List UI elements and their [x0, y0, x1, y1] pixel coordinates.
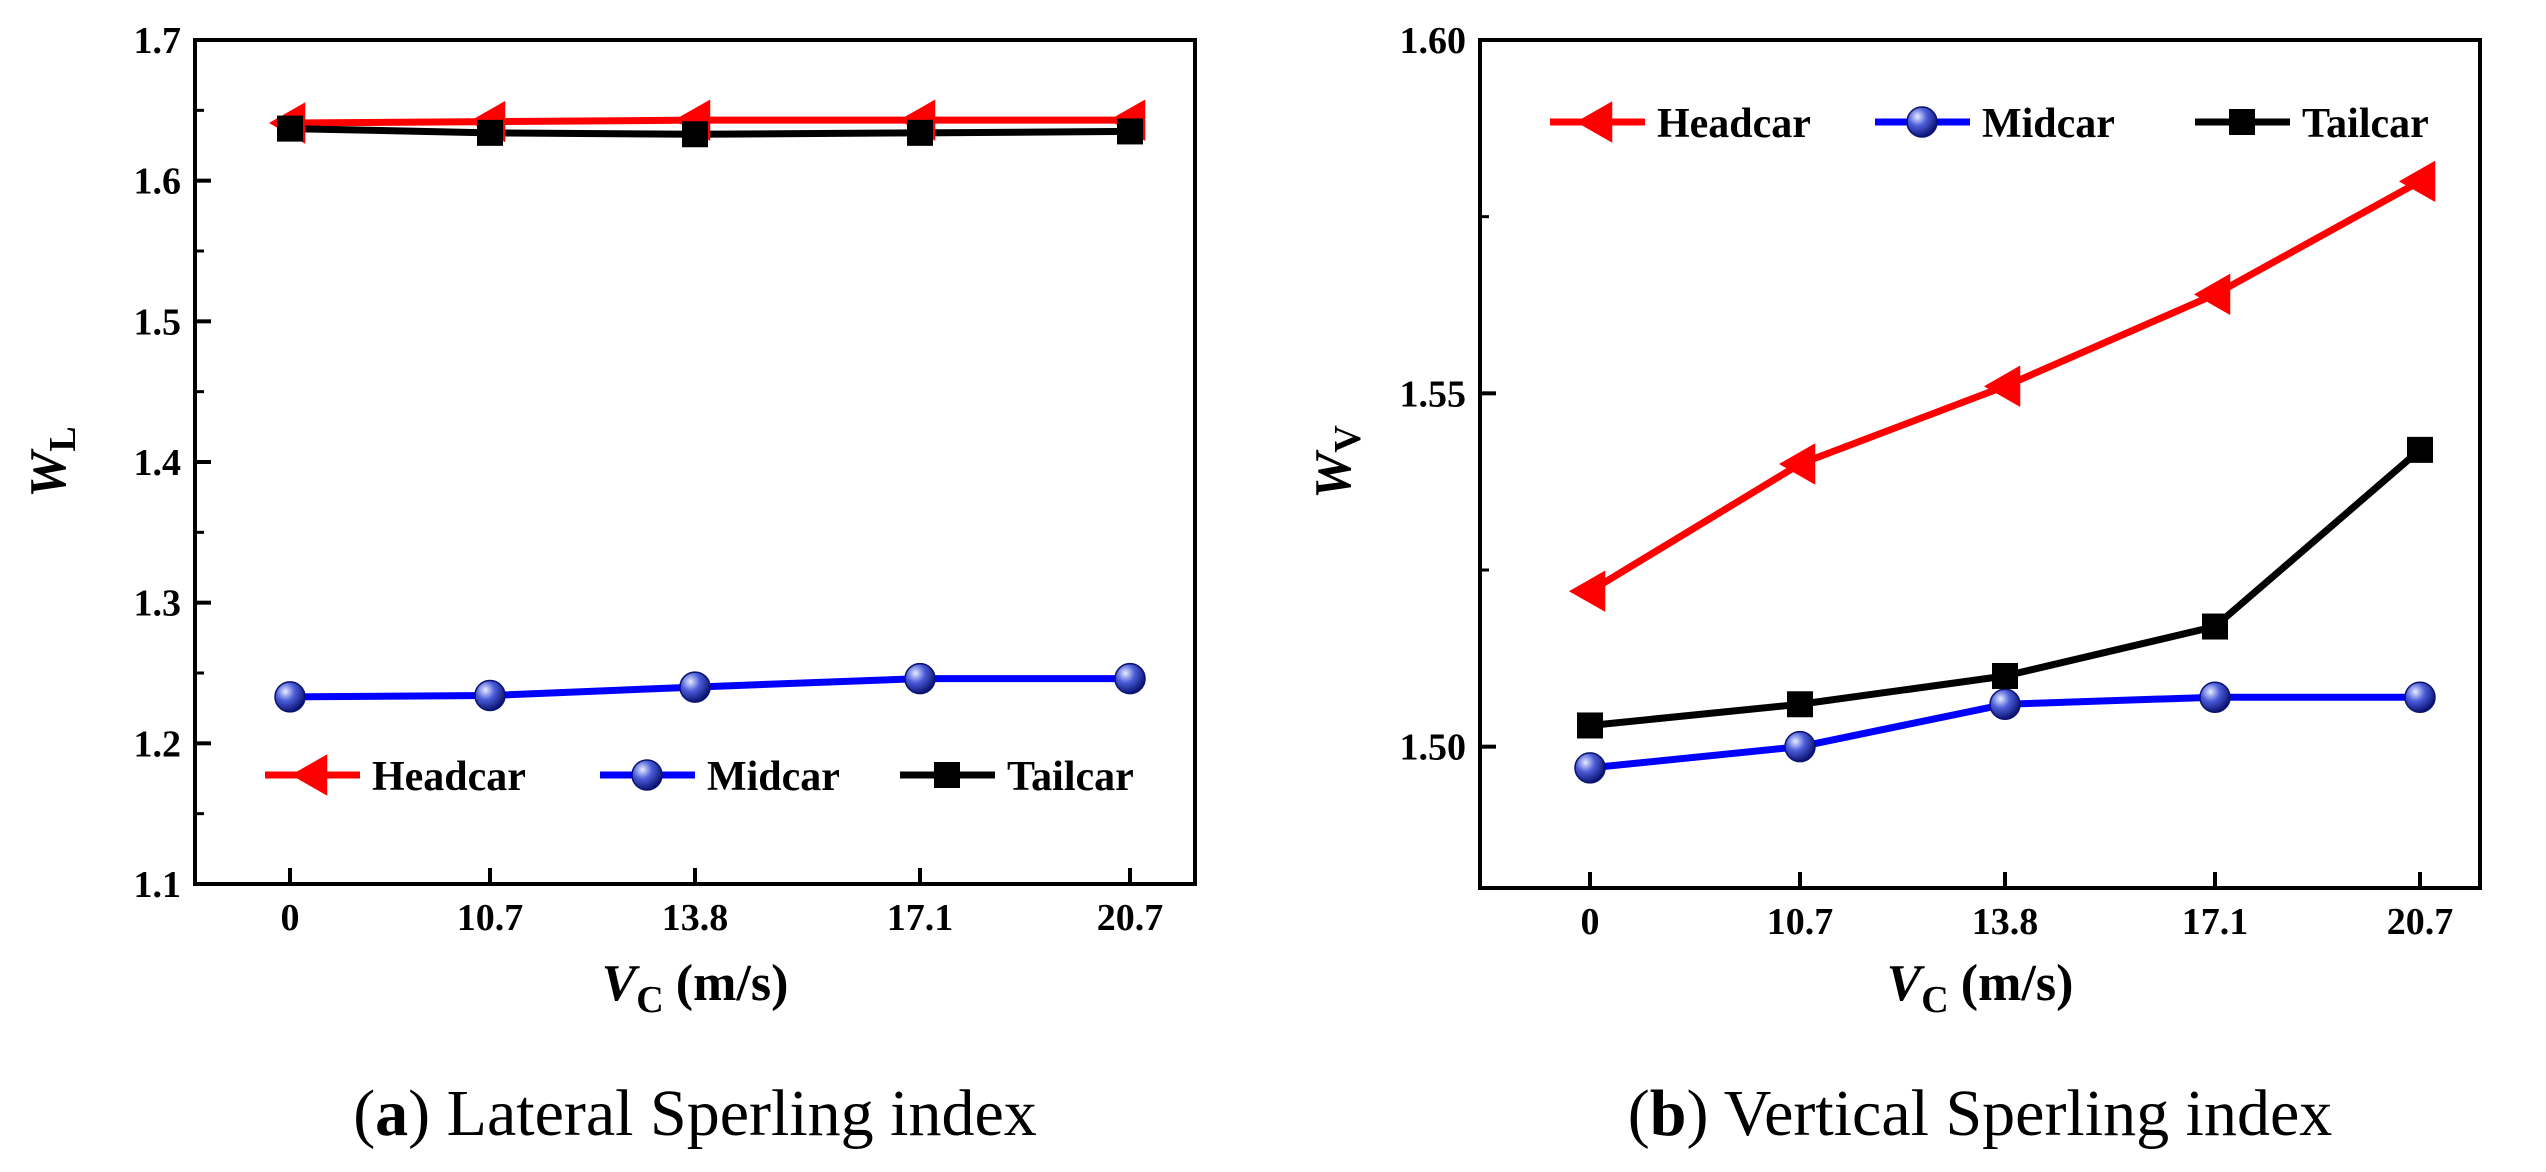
x-tick-label: 10.7 [457, 897, 524, 939]
data-point-headcar [2193, 273, 2231, 316]
data-point-tailcar [277, 115, 303, 142]
legend-marker-midcar [1906, 106, 1938, 138]
data-point-tailcar [1577, 712, 1603, 739]
x-axis-label-main: V [1887, 955, 1926, 1012]
data-point-headcar [1983, 365, 2021, 407]
y-tick-label: 1.2 [134, 723, 182, 765]
x-axis-label-sub: C [1921, 979, 1948, 1021]
data-point-headcar [1568, 570, 1606, 612]
x-axis-label-sub: C [636, 979, 663, 1021]
data-point-midcar [1784, 730, 1816, 763]
x-tick-label: 20.7 [1097, 897, 1164, 939]
legend-marker-headcar [290, 754, 328, 796]
x-tick-label: 13.8 [662, 897, 729, 939]
data-point-tailcar [2202, 613, 2228, 640]
x-axis-label: VC (m/s) [1887, 955, 2074, 1021]
data-point-midcar [2199, 681, 2231, 713]
y-axis-ticks: 1.1 1.2 1.3 1.4 1.5 1.6 1.7 [134, 20, 211, 906]
series-layer [268, 99, 1146, 713]
legend-label-midcar: Midcar [1982, 101, 2115, 147]
data-point-headcar [1778, 443, 1816, 485]
y-tick-label: 1.1 [134, 864, 182, 906]
data-point-tailcar [2407, 436, 2433, 463]
data-point-tailcar [907, 119, 933, 146]
legend-label-midcar: Midcar [707, 754, 840, 800]
x-axis-ticks: 0 10.7 13.8 17.1 20.7 [1581, 872, 2454, 943]
caption-a: (a) Lateral Sperling index [353, 1077, 1037, 1150]
y-tick-label: 1.6 [134, 161, 182, 203]
series-layer [1568, 160, 2436, 784]
y-tick-label: 1.50 [1400, 727, 1467, 769]
x-tick-label: 0 [281, 897, 300, 939]
x-axis-label-main: V [602, 955, 641, 1012]
legend: Headcar Midcar Tailcar [1550, 101, 2429, 147]
legend-marker-tailcar [2229, 109, 2255, 135]
caption-a-text: Lateral Sperling index [447, 1077, 1037, 1150]
legend-label-headcar: Headcar [372, 754, 526, 800]
y-tick-label: 1.55 [1400, 373, 1467, 415]
x-tick-label: 17.1 [887, 897, 954, 939]
y-axis-label-sub: V [1327, 425, 1369, 453]
y-axis-label-main: W [20, 448, 77, 498]
y-tick-label: 1.3 [134, 583, 182, 625]
caption-a-label: a [375, 1077, 408, 1150]
panel-b-vertical: 1.50 1.55 1.60 0 10.7 13.8 17.1 20.7 Headcar Mi… [1305, 20, 2482, 1150]
data-point-tailcar [682, 121, 708, 148]
x-tick-label: 20.7 [2387, 901, 2454, 943]
legend: Headcar Midcar Tailcar [265, 754, 1134, 800]
plot-frame [1478, 38, 2482, 890]
x-tick-label: 17.1 [2182, 901, 2249, 943]
data-point-midcar [1989, 688, 2021, 721]
caption-b-text: Vertical Sperling index [1724, 1077, 2333, 1150]
y-axis-ticks: 1.50 1.55 1.60 [1400, 20, 1496, 769]
data-point-headcar [2398, 160, 2436, 203]
data-point-midcar [1574, 752, 1606, 784]
y-axis-label-main: W [1305, 449, 1362, 499]
caption-b: (b) Vertical Sperling index [1628, 1077, 2333, 1150]
x-tick-label: 10.7 [1767, 901, 1834, 943]
y-axis-label: WL [20, 426, 84, 498]
legend-label-headcar: Headcar [1657, 101, 1811, 147]
legend-marker-tailcar [934, 762, 960, 788]
data-point-tailcar [477, 119, 503, 146]
data-point-midcar [1114, 662, 1146, 695]
y-tick-label: 1.60 [1400, 20, 1467, 62]
data-point-midcar [904, 662, 936, 695]
panel-a-lateral: 1.11.21.31.41.51.61.7 0 10.7 13.8 17.1 20.7 … [20, 20, 1197, 1150]
x-axis-ticks: 0 10.7 13.8 17.1 20.7 [281, 868, 1164, 939]
y-axis-label-sub: L [42, 426, 84, 451]
y-tick-label: 1.4 [134, 442, 182, 484]
y-axis-label: WV [1305, 425, 1369, 499]
x-tick-label: 13.8 [1972, 901, 2039, 943]
legend-marker-headcar [1575, 101, 1613, 143]
data-point-midcar [474, 679, 506, 712]
data-point-midcar [679, 671, 711, 703]
legend-label-tailcar: Tailcar [1007, 754, 1134, 800]
data-point-tailcar [1992, 663, 2018, 689]
data-point-midcar [2404, 681, 2436, 713]
x-axis-label-unit: (m/s) [676, 955, 789, 1012]
x-axis-label-unit: (m/s) [1961, 955, 2074, 1012]
x-tick-label: 0 [1581, 901, 1600, 943]
legend-marker-midcar [631, 759, 663, 791]
data-point-midcar [274, 681, 306, 713]
x-axis-label: VC (m/s) [602, 955, 789, 1021]
y-tick-label: 1.7 [134, 20, 182, 62]
caption-b-label: b [1650, 1077, 1687, 1150]
y-tick-label: 1.5 [134, 301, 182, 343]
data-point-tailcar [1117, 118, 1143, 145]
data-point-tailcar [1787, 691, 1813, 718]
legend-label-tailcar: Tailcar [2302, 101, 2429, 147]
